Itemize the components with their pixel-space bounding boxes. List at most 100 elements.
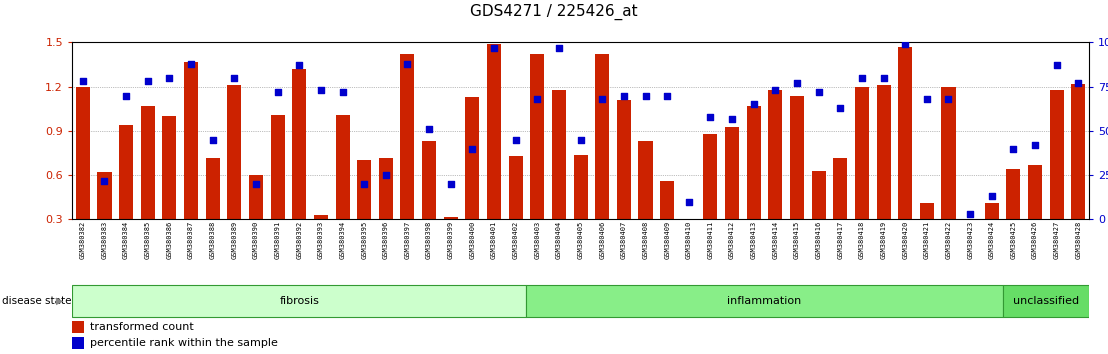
Point xyxy=(896,41,914,47)
Bar xyxy=(855,87,869,219)
Text: transformed count: transformed count xyxy=(90,322,194,332)
Bar xyxy=(249,175,263,219)
Text: ▶: ▶ xyxy=(55,296,63,306)
Bar xyxy=(876,85,891,219)
Bar xyxy=(812,171,825,219)
Bar xyxy=(1028,165,1043,219)
Point xyxy=(788,80,806,86)
Bar xyxy=(75,87,90,219)
Bar xyxy=(681,219,696,234)
FancyBboxPatch shape xyxy=(1003,285,1089,317)
Bar xyxy=(725,127,739,219)
Bar xyxy=(1049,90,1064,219)
Bar xyxy=(98,172,112,219)
Bar xyxy=(400,54,414,219)
Bar xyxy=(833,158,848,219)
Bar xyxy=(314,215,328,219)
FancyBboxPatch shape xyxy=(526,285,1003,317)
Point xyxy=(1048,63,1066,68)
Bar xyxy=(488,44,501,219)
Text: disease state: disease state xyxy=(2,296,72,306)
Point xyxy=(572,137,589,143)
Bar xyxy=(163,116,176,219)
Bar xyxy=(574,155,587,219)
Point xyxy=(182,61,199,67)
Point xyxy=(658,93,676,98)
Bar xyxy=(72,337,84,349)
Point xyxy=(312,87,330,93)
Bar xyxy=(509,156,523,219)
Bar xyxy=(595,54,609,219)
Point xyxy=(853,75,871,81)
Point xyxy=(745,102,762,107)
Point xyxy=(1069,80,1087,86)
Point xyxy=(74,79,92,84)
Bar xyxy=(379,158,393,219)
Bar xyxy=(552,90,566,219)
Point xyxy=(377,172,394,178)
Point xyxy=(247,181,265,187)
Text: inflammation: inflammation xyxy=(728,296,802,306)
Point xyxy=(940,96,957,102)
Bar xyxy=(357,160,371,219)
Bar xyxy=(790,96,804,219)
Point xyxy=(442,181,460,187)
Point xyxy=(919,96,936,102)
Bar xyxy=(141,106,155,219)
Point xyxy=(680,199,698,205)
Bar xyxy=(184,62,198,219)
Point xyxy=(269,89,287,95)
Point xyxy=(831,105,849,111)
Bar xyxy=(638,141,653,219)
Point xyxy=(290,63,308,68)
Bar xyxy=(422,141,437,219)
Bar xyxy=(443,217,458,219)
Bar xyxy=(531,54,544,219)
Point xyxy=(161,75,178,81)
Bar xyxy=(617,100,630,219)
Bar xyxy=(704,134,718,219)
Text: GDS4271 / 225426_at: GDS4271 / 225426_at xyxy=(470,4,638,20)
Point xyxy=(767,87,784,93)
Bar xyxy=(206,158,219,219)
Point xyxy=(810,89,828,95)
Bar xyxy=(963,219,977,256)
Point xyxy=(138,79,156,84)
Point xyxy=(463,146,481,152)
Bar xyxy=(336,115,349,219)
Point xyxy=(95,178,113,183)
Point xyxy=(204,137,222,143)
Point xyxy=(724,116,741,121)
Point xyxy=(983,194,1001,199)
Bar xyxy=(465,97,480,219)
Point xyxy=(529,96,546,102)
Point xyxy=(962,211,979,217)
Bar xyxy=(72,321,84,333)
Point xyxy=(615,93,633,98)
Point xyxy=(485,45,503,51)
Point xyxy=(1026,142,1044,148)
Bar xyxy=(270,115,285,219)
Point xyxy=(874,75,892,81)
Point xyxy=(399,61,417,67)
Point xyxy=(1005,146,1023,152)
Bar xyxy=(985,203,998,219)
Point xyxy=(420,126,438,132)
Bar xyxy=(1006,169,1020,219)
Point xyxy=(334,89,351,95)
Text: fibrosis: fibrosis xyxy=(279,296,319,306)
Bar xyxy=(768,90,782,219)
Point xyxy=(506,137,524,143)
Bar xyxy=(1071,84,1086,219)
Bar xyxy=(660,181,674,219)
Point xyxy=(117,93,135,98)
Point xyxy=(356,181,373,187)
Text: percentile rank within the sample: percentile rank within the sample xyxy=(90,338,278,348)
Bar xyxy=(293,69,306,219)
Text: unclassified: unclassified xyxy=(1013,296,1079,306)
Point xyxy=(637,93,655,98)
Bar xyxy=(119,125,133,219)
Bar xyxy=(942,87,955,219)
Bar xyxy=(227,85,242,219)
Bar xyxy=(747,106,761,219)
